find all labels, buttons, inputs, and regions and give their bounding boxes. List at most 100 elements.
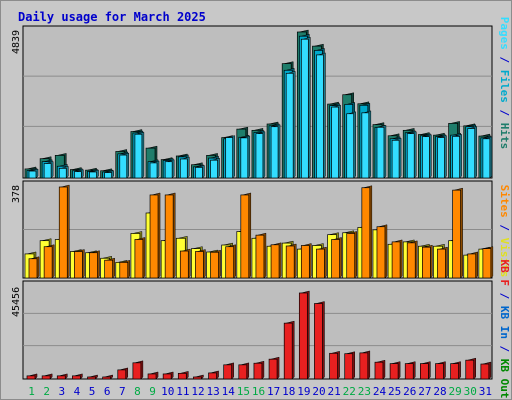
bar-kb-day-28 <box>435 363 444 380</box>
bar-sites-day-10 <box>164 194 174 279</box>
bar-sites-day-29 <box>452 189 461 279</box>
legend-pages-files-hits-part-4: / <box>498 103 511 117</box>
bar-kb-day-5 <box>87 376 96 380</box>
bar-sites-day-15 <box>240 194 250 279</box>
bar-sites-day-8 <box>134 239 144 279</box>
bar-sites-day-1 <box>28 258 38 279</box>
legend-kb-part-3: KB In <box>498 299 511 339</box>
bar-pages-day-14 <box>225 137 234 179</box>
day-label-26: 26 <box>403 385 416 398</box>
bar-pages-day-30 <box>467 128 476 179</box>
day-label-16: 16 <box>252 385 265 398</box>
bar-sites-day-9 <box>149 194 159 279</box>
bar-sites-day-28 <box>437 248 446 279</box>
bar-pages-day-24 <box>376 126 385 179</box>
bar-pages-day-15 <box>240 137 249 179</box>
bar-sites-day-25 <box>391 241 401 279</box>
day-label-25: 25 <box>388 385 401 398</box>
bar-kb-day-27 <box>420 363 429 380</box>
bar-pages-day-10 <box>164 161 173 179</box>
bar-pages-day-20 <box>316 54 324 179</box>
day-label-4: 4 <box>74 385 81 398</box>
bar-kb-day-30 <box>465 359 475 380</box>
bar-sites-day-23 <box>361 187 371 279</box>
legend-pages-files-hits-part-1: Pages <box>498 17 511 50</box>
day-label-18: 18 <box>282 385 295 398</box>
bar-kb-day-31 <box>480 363 490 380</box>
bar-sites-day-30 <box>467 253 477 279</box>
bar-sites-day-2 <box>43 246 53 279</box>
bar-pages-day-3 <box>58 167 67 179</box>
bar-kb-day-26 <box>404 363 414 380</box>
bar-sites-day-27 <box>422 246 431 279</box>
bar-kb-day-4 <box>72 375 81 380</box>
bar-kb-day-11 <box>177 372 187 380</box>
legend-sites-visits-part-2: / <box>498 218 511 232</box>
bar-pages-day-28 <box>437 137 445 179</box>
bar-sites-day-5 <box>89 252 98 279</box>
bar-sites-day-24 <box>376 226 386 279</box>
bar-kb-day-3 <box>56 375 66 380</box>
day-label-9: 9 <box>149 385 156 398</box>
legend-sites-visits-part-3: Visits <box>498 231 511 277</box>
bar-kb-day-13 <box>208 372 217 380</box>
bar-kb-day-17 <box>268 358 278 380</box>
bar-pages-day-23 <box>361 112 370 179</box>
bar-sites-day-31 <box>482 248 492 279</box>
panel-3-ymax-label: 45456 <box>11 287 22 317</box>
bar-sites-day-13 <box>210 251 219 279</box>
bar-kb-day-15 <box>238 364 248 380</box>
bar-pages-day-2 <box>43 163 52 179</box>
day-label-27: 27 <box>418 385 431 398</box>
bar-pages-day-5 <box>89 171 97 179</box>
day-label-7: 7 <box>119 385 126 398</box>
bar-kb-day-10 <box>162 373 172 380</box>
bar-kb-day-12 <box>193 376 202 380</box>
bar-sites-day-11 <box>179 250 189 279</box>
day-label-8: 8 <box>134 385 141 398</box>
bar-sites-day-21 <box>331 239 340 279</box>
day-label-30: 30 <box>464 385 477 398</box>
bar-sites-day-3 <box>58 186 68 279</box>
bar-sites-day-14 <box>225 246 235 279</box>
legend-pages-files-hits-part-5: Hits <box>498 116 511 149</box>
bar-pages-day-7 <box>119 154 128 179</box>
bar-pages-day-19 <box>300 38 309 179</box>
bar-pages-day-9 <box>149 162 158 179</box>
day-label-5: 5 <box>89 385 96 398</box>
bar-kb-day-20 <box>314 303 323 380</box>
day-label-3: 3 <box>59 385 66 398</box>
bar-sites-day-18 <box>285 245 295 279</box>
bar-pages-day-27 <box>422 136 430 179</box>
legend-pages-files-hits-part-3: Files <box>498 63 511 103</box>
bar-pages-day-18 <box>285 72 294 179</box>
bar-pages-day-13 <box>210 159 218 179</box>
day-label-11: 11 <box>176 385 189 398</box>
legend-kb-part-4: / <box>498 339 511 353</box>
bar-pages-day-8 <box>134 133 143 179</box>
legend-kb-part-2: / <box>498 286 511 300</box>
bar-kb-day-8 <box>132 362 142 380</box>
bar-sites-day-12 <box>195 251 204 279</box>
bar-kb-day-1 <box>26 375 36 380</box>
day-label-1: 1 <box>28 385 35 398</box>
bar-kb-day-6 <box>102 376 111 380</box>
day-label-28: 28 <box>433 385 446 398</box>
day-label-23: 23 <box>358 385 371 398</box>
bar-pages-day-4 <box>74 171 82 179</box>
bar-sites-day-6 <box>104 259 113 279</box>
day-label-10: 10 <box>161 385 174 398</box>
day-label-20: 20 <box>312 385 325 398</box>
bar-pages-day-1 <box>28 170 37 179</box>
day-label-31: 31 <box>479 385 492 398</box>
bar-kb-day-24 <box>374 361 384 380</box>
bar-pages-day-6 <box>104 172 112 179</box>
bar-pages-day-22 <box>346 113 355 179</box>
bar-sites-day-4 <box>74 251 83 279</box>
bar-sites-day-20 <box>316 248 325 279</box>
legend-sites-visits-part-1: Sites <box>498 185 511 218</box>
bar-pages-day-25 <box>391 139 400 179</box>
bar-kb-day-25 <box>389 363 399 380</box>
